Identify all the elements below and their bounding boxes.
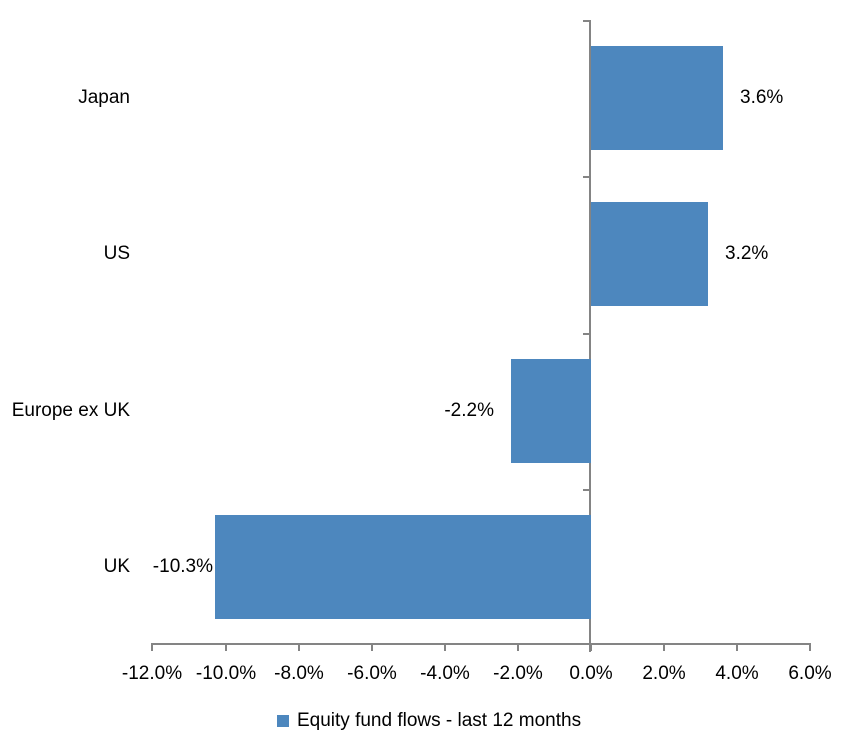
bar-us bbox=[591, 202, 708, 306]
bar-uk bbox=[215, 515, 591, 619]
value-label-japan: 3.6% bbox=[740, 87, 784, 108]
y-axis-line bbox=[589, 20, 591, 652]
x-tick-label: 2.0% bbox=[642, 663, 686, 684]
x-tick-label: -6.0% bbox=[347, 663, 397, 684]
category-label-us: US bbox=[103, 243, 130, 264]
x-axis-tick bbox=[517, 643, 519, 651]
category-label-japan: Japan bbox=[78, 87, 130, 108]
x-axis-line bbox=[151, 643, 811, 645]
value-label-europe-ex-uk: -2.2% bbox=[444, 400, 494, 421]
x-axis-tick bbox=[151, 643, 153, 651]
x-tick-label: -8.0% bbox=[274, 663, 324, 684]
y-axis-tick bbox=[583, 176, 591, 178]
category-label-uk: UK bbox=[103, 556, 130, 577]
x-axis-tick bbox=[371, 643, 373, 651]
x-axis-tick bbox=[736, 643, 738, 651]
x-axis-tick bbox=[663, 643, 665, 651]
x-tick-label: -2.0% bbox=[493, 663, 543, 684]
x-axis-tick bbox=[590, 643, 592, 651]
x-axis-tick bbox=[298, 643, 300, 651]
x-tick-label: 6.0% bbox=[788, 663, 832, 684]
x-tick-label: 0.0% bbox=[569, 663, 613, 684]
y-axis-tick bbox=[583, 333, 591, 335]
x-axis-tick bbox=[444, 643, 446, 651]
legend: Equity fund flows - last 12 months bbox=[277, 710, 581, 732]
bar-japan bbox=[591, 46, 723, 150]
category-label-europe-ex-uk: Europe ex UK bbox=[11, 400, 130, 421]
y-axis-tick bbox=[583, 489, 591, 491]
y-axis-tick bbox=[583, 20, 591, 22]
value-label-us: 3.2% bbox=[725, 243, 769, 264]
x-axis-tick bbox=[225, 643, 227, 651]
legend-label: Equity fund flows - last 12 months bbox=[297, 710, 582, 731]
x-tick-label: 4.0% bbox=[715, 663, 759, 684]
legend-swatch-icon bbox=[277, 715, 289, 727]
x-tick-label: -4.0% bbox=[420, 663, 470, 684]
x-tick-label: -10.0% bbox=[195, 663, 257, 684]
bar-europe-ex-uk bbox=[511, 359, 591, 463]
x-tick-label: -12.0% bbox=[121, 663, 183, 684]
value-label-uk: -10.3% bbox=[152, 556, 213, 577]
x-axis-tick bbox=[809, 643, 811, 651]
